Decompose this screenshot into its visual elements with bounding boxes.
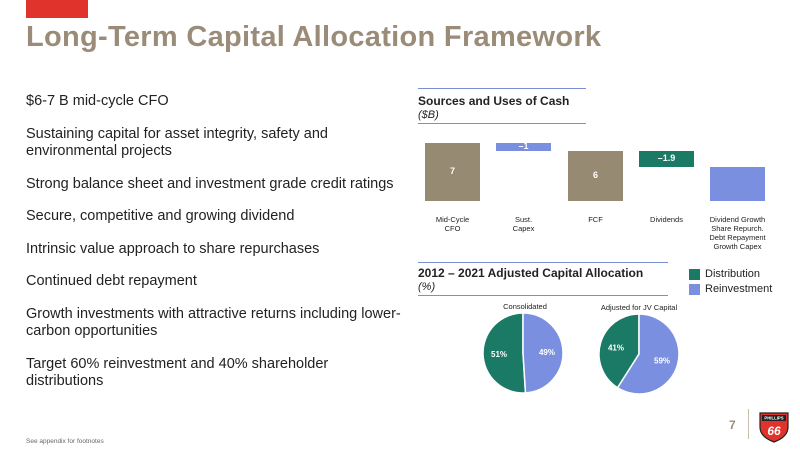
pie-slice-label: 59% (654, 357, 670, 366)
bullet-item: Growth investments with attractive retur… (26, 305, 401, 340)
pie-slice (482, 312, 527, 394)
waterfall-bar (425, 143, 480, 201)
waterfall-category-label: Mid-Cycle CFO (435, 215, 470, 233)
svg-text:66: 66 (767, 424, 781, 438)
bullet-list: $6-7 B mid-cycle CFO Sustaining capital … (26, 93, 406, 406)
waterfall-value-label: –1.9 (657, 153, 676, 164)
waterfall-top-rule (418, 88, 586, 89)
pie-slice-label: 49% (539, 348, 555, 357)
bullet-item: Intrinsic value approach to share repurc… (26, 240, 320, 257)
phillips66-logo: PHILLIPS 66 (757, 409, 791, 448)
waterfall-category-label: FCF (588, 215, 603, 224)
waterfall-bar (496, 143, 551, 152)
waterfall-value-label: –1 (518, 141, 529, 152)
waterfall-value-label: 7 (449, 166, 455, 176)
waterfall-value-label: 6 (592, 170, 598, 181)
pie-title-jv: Adjusted for JV Capital (600, 303, 678, 312)
pie-top-rule (418, 262, 668, 263)
legend-swatch (689, 283, 700, 295)
legend-swatch (689, 268, 700, 280)
waterfall-subtitle: ($B) (418, 109, 439, 121)
footer-divider (748, 409, 749, 439)
page-number: 7 (729, 418, 736, 432)
bullet-item: Strong balance sheet and investment grad… (26, 175, 394, 192)
waterfall-bottom-rule (418, 123, 586, 124)
bullet-item: Continued debt repayment (26, 273, 197, 289)
legend-distribution: Distribution (689, 268, 760, 280)
allocation-title: 2012 – 2021 Adjusted Capital Allocation (418, 266, 644, 280)
legend-reinvestment: Reinvestment (689, 283, 772, 295)
waterfall-category-label: Dividend Growth Share Repurch. Debt Repaym… (709, 215, 766, 251)
pie-bottom-rule (418, 295, 668, 296)
accent-bar (26, 0, 88, 18)
svg-text:PHILLIPS: PHILLIPS (764, 416, 783, 421)
waterfall-bar (568, 151, 623, 201)
pie-slice (616, 313, 680, 395)
bullet-item: Secure, competitive and growing dividend (26, 208, 295, 224)
pie-title-consolidated: Consolidated (503, 302, 547, 311)
waterfall-bar (710, 167, 765, 201)
allocation-subtitle: (%) (418, 281, 436, 293)
legend-label: Distribution (705, 268, 761, 280)
footnote: See appendix for footnotes (26, 438, 104, 445)
bullet-item: Target 60% reinvestment and 40% sharehol… (26, 355, 329, 390)
bullet-item: Sustaining capital for asset integrity, … (26, 125, 328, 160)
pie-slice-label: 41% (608, 343, 624, 352)
waterfall-category-label: Sust. Capex (512, 215, 535, 233)
waterfall-bar (639, 151, 694, 168)
legend-label: Reinvestment (705, 283, 773, 295)
pie-slice (522, 312, 564, 394)
bullet-item: $6-7 B mid-cycle CFO (26, 93, 169, 109)
shield-logo-icon: PHILLIPS 66 (759, 412, 789, 443)
waterfall-title: Sources and Uses of Cash (418, 94, 570, 108)
waterfall-category-label: Dividends (650, 215, 683, 224)
slide-title: Long-Term Capital Allocation Framework (26, 21, 602, 53)
pie-slice-label: 51% (491, 350, 507, 359)
